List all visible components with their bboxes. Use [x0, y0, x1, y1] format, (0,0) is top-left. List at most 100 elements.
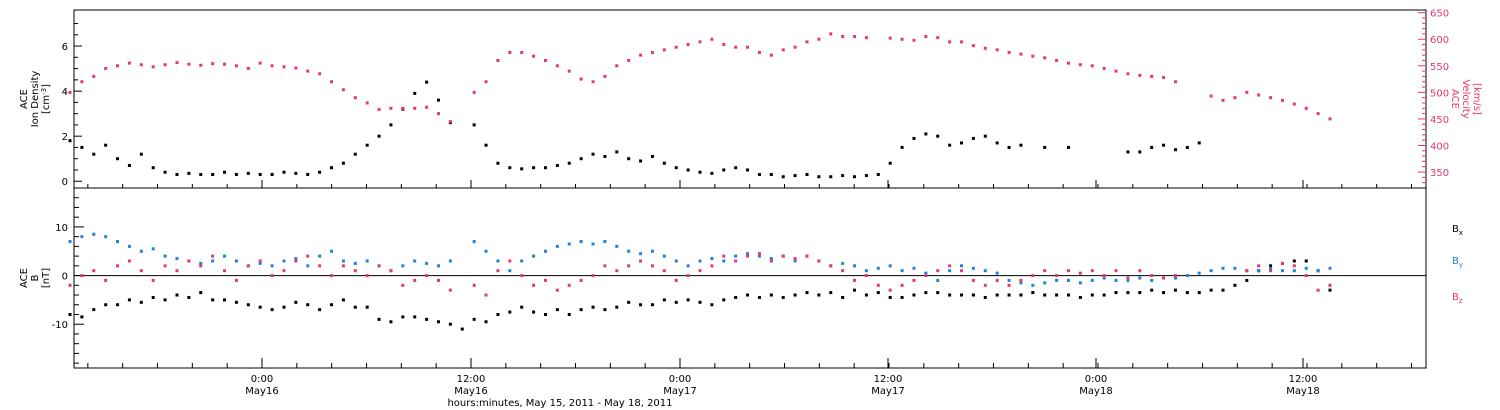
bz-point-98: [1304, 274, 1308, 278]
bx-point-36: [496, 312, 500, 316]
bz-point-97: [1292, 264, 1296, 268]
bz-point-83: [1066, 269, 1070, 273]
by-point-101: [1280, 269, 1284, 273]
ion-density-point-8: [163, 170, 167, 174]
ion-density-point-17: [270, 172, 274, 176]
bx-point-96: [1209, 288, 1213, 292]
x-axis-label: hours:minutes, May 15, 2011 - May 18, 20…: [447, 398, 672, 409]
bx-point-35: [484, 320, 488, 324]
velocity-point-55: [734, 45, 738, 49]
by-point-70: [912, 266, 916, 270]
velocity-tick-label-2: 450: [1430, 115, 1449, 126]
bx-point-23: [341, 298, 345, 302]
bx-point-6: [139, 300, 143, 304]
by-point-83: [1066, 278, 1070, 282]
bx-point-61: [793, 293, 797, 297]
by-point-7: [151, 247, 155, 251]
bx-point-4: [116, 303, 120, 307]
velocity-point-65: [853, 35, 857, 39]
b-ylabel-line1: ACE: [19, 268, 30, 288]
ion-density-point-65: [853, 175, 857, 179]
velocity-point-100: [1304, 106, 1308, 110]
bx-point-21: [318, 308, 322, 312]
bz-point-79: [1019, 278, 1023, 282]
by-point-25: [365, 259, 369, 263]
ion-density-point-62: [817, 175, 821, 179]
bz-point-43: [591, 274, 595, 278]
bz-point-35: [496, 269, 500, 273]
top-data-points: [68, 32, 1332, 179]
velocity-point-102: [1328, 117, 1332, 121]
by-point-85: [1090, 278, 1094, 282]
bx-point-29: [413, 315, 417, 319]
ion-density-point-48: [650, 154, 654, 158]
by-point-48: [650, 249, 654, 253]
velocity-point-60: [793, 45, 797, 49]
velocity-point-85: [1102, 66, 1106, 70]
bz-point-91: [1162, 276, 1166, 280]
ion-density-point-9: [175, 172, 179, 176]
bx-point-99: [1245, 278, 1249, 282]
by-point-74: [960, 264, 964, 268]
by-point-79: [1019, 281, 1023, 285]
ion-density-point-74: [960, 141, 964, 145]
by-point-34: [484, 249, 488, 253]
ion-density-point-39: [543, 166, 547, 170]
bz-point-73: [948, 264, 952, 268]
bz-point-4: [116, 264, 120, 268]
velocity-ylabel-line1: ACE: [1449, 89, 1460, 109]
ion-density-point-35: [496, 161, 500, 165]
bz-point-41: [567, 283, 571, 287]
bx-point-24: [353, 305, 357, 309]
velocity-tick-label-6: 650: [1430, 9, 1449, 20]
ion-density-point-55: [734, 166, 738, 170]
by-point-52: [698, 259, 702, 263]
ion-density-point-40: [555, 163, 559, 167]
by-point-45: [615, 244, 619, 248]
bz-point-45: [615, 269, 619, 273]
velocity-point-47: [639, 53, 643, 57]
by-point-21: [318, 254, 322, 258]
bx-point-101: [1269, 264, 1273, 268]
bx-point-88: [1114, 291, 1118, 295]
by-point-95: [1209, 269, 1213, 273]
velocity-point-92: [1209, 94, 1213, 98]
density-unit-exponent: -3: [40, 88, 48, 95]
velocity-axis: 350 400 450 500 550 600 650: [1418, 9, 1449, 184]
bz-point-64: [841, 269, 845, 273]
velocity-point-69: [912, 38, 916, 42]
bx-point-104: [1304, 259, 1308, 263]
by-point-58: [769, 257, 773, 261]
velocity-point-75: [983, 46, 987, 50]
bx-point-58: [757, 295, 761, 299]
velocity-point-66: [864, 36, 868, 40]
bz-point-71: [924, 274, 928, 278]
velocity-point-6: [139, 63, 143, 67]
density-tick-label-3: 6: [62, 42, 68, 53]
bz-point-44: [603, 264, 607, 268]
velocity-point-11: [199, 63, 203, 67]
by-point-18: [282, 259, 286, 263]
velocity-point-28: [401, 106, 405, 110]
by-point-42: [579, 240, 583, 244]
bz-point-0: [68, 283, 72, 287]
bx-point-74: [948, 293, 952, 297]
bz-point-53: [710, 264, 714, 268]
by-point-64: [841, 261, 845, 265]
bz-point-100: [1328, 283, 1332, 287]
ion-density-point-5: [127, 163, 131, 167]
ion-density-point-51: [686, 168, 690, 172]
by-point-80: [1031, 283, 1035, 287]
by-point-22: [330, 249, 334, 253]
by-point-90: [1150, 278, 1154, 282]
velocity-point-74: [971, 44, 975, 48]
velocity-point-99: [1292, 102, 1296, 106]
bx-point-81: [1031, 291, 1035, 295]
by-point-66: [864, 269, 868, 273]
ion-density-point-67: [876, 172, 880, 176]
bx-point-48: [639, 303, 643, 307]
velocity-point-5: [127, 61, 131, 65]
velocity-point-3: [104, 66, 108, 70]
bz-point-86: [1102, 274, 1106, 278]
